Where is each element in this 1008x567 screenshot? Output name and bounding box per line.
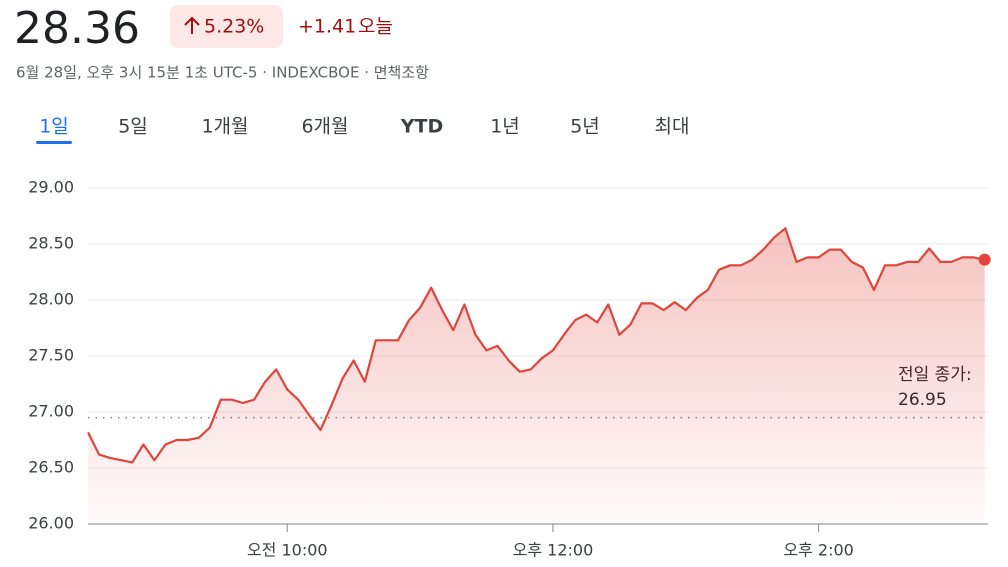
area-fill <box>88 228 985 525</box>
last-point <box>978 253 991 266</box>
tab[interactable]: 1년 <box>490 116 520 138</box>
y-tick-label: 26.00 <box>28 514 74 533</box>
x-tick-label: 오후 12:00 <box>513 541 594 560</box>
tab[interactable]: 5일 <box>118 116 148 138</box>
tab[interactable]: 1개월 <box>201 116 248 138</box>
period: 오늘 <box>358 16 393 38</box>
y-tick-label: 27.00 <box>28 402 74 421</box>
y-tick-label: 28.50 <box>28 234 74 253</box>
x-tick-label: 오후 2:00 <box>783 541 853 560</box>
tab[interactable]: YTD <box>400 116 444 138</box>
change-badge <box>170 5 283 48</box>
y-tick-label: 28.00 <box>28 290 74 309</box>
change-percent: 5.23% <box>204 16 264 38</box>
tab[interactable]: 1일 <box>39 116 69 138</box>
tab[interactable]: 5년 <box>570 116 600 138</box>
x-tick-label: 오전 10:00 <box>247 541 328 560</box>
y-tick-label: 26.50 <box>28 458 74 477</box>
y-tick-label: 27.50 <box>28 346 74 365</box>
change: +1.41 <box>298 16 356 38</box>
tab-underline <box>36 141 72 144</box>
price-line <box>87 227 985 464</box>
subtitle: 6월 28일, 오후 3시 15분 1초 UTC-5 · INDEXCBOE ·… <box>16 64 429 82</box>
tab[interactable]: 최대 <box>655 116 690 138</box>
up-arrow <box>184 16 200 34</box>
tab[interactable]: 6개월 <box>301 116 348 138</box>
y-tick-label: 29.00 <box>28 178 74 197</box>
price: 28.36 <box>14 3 140 54</box>
